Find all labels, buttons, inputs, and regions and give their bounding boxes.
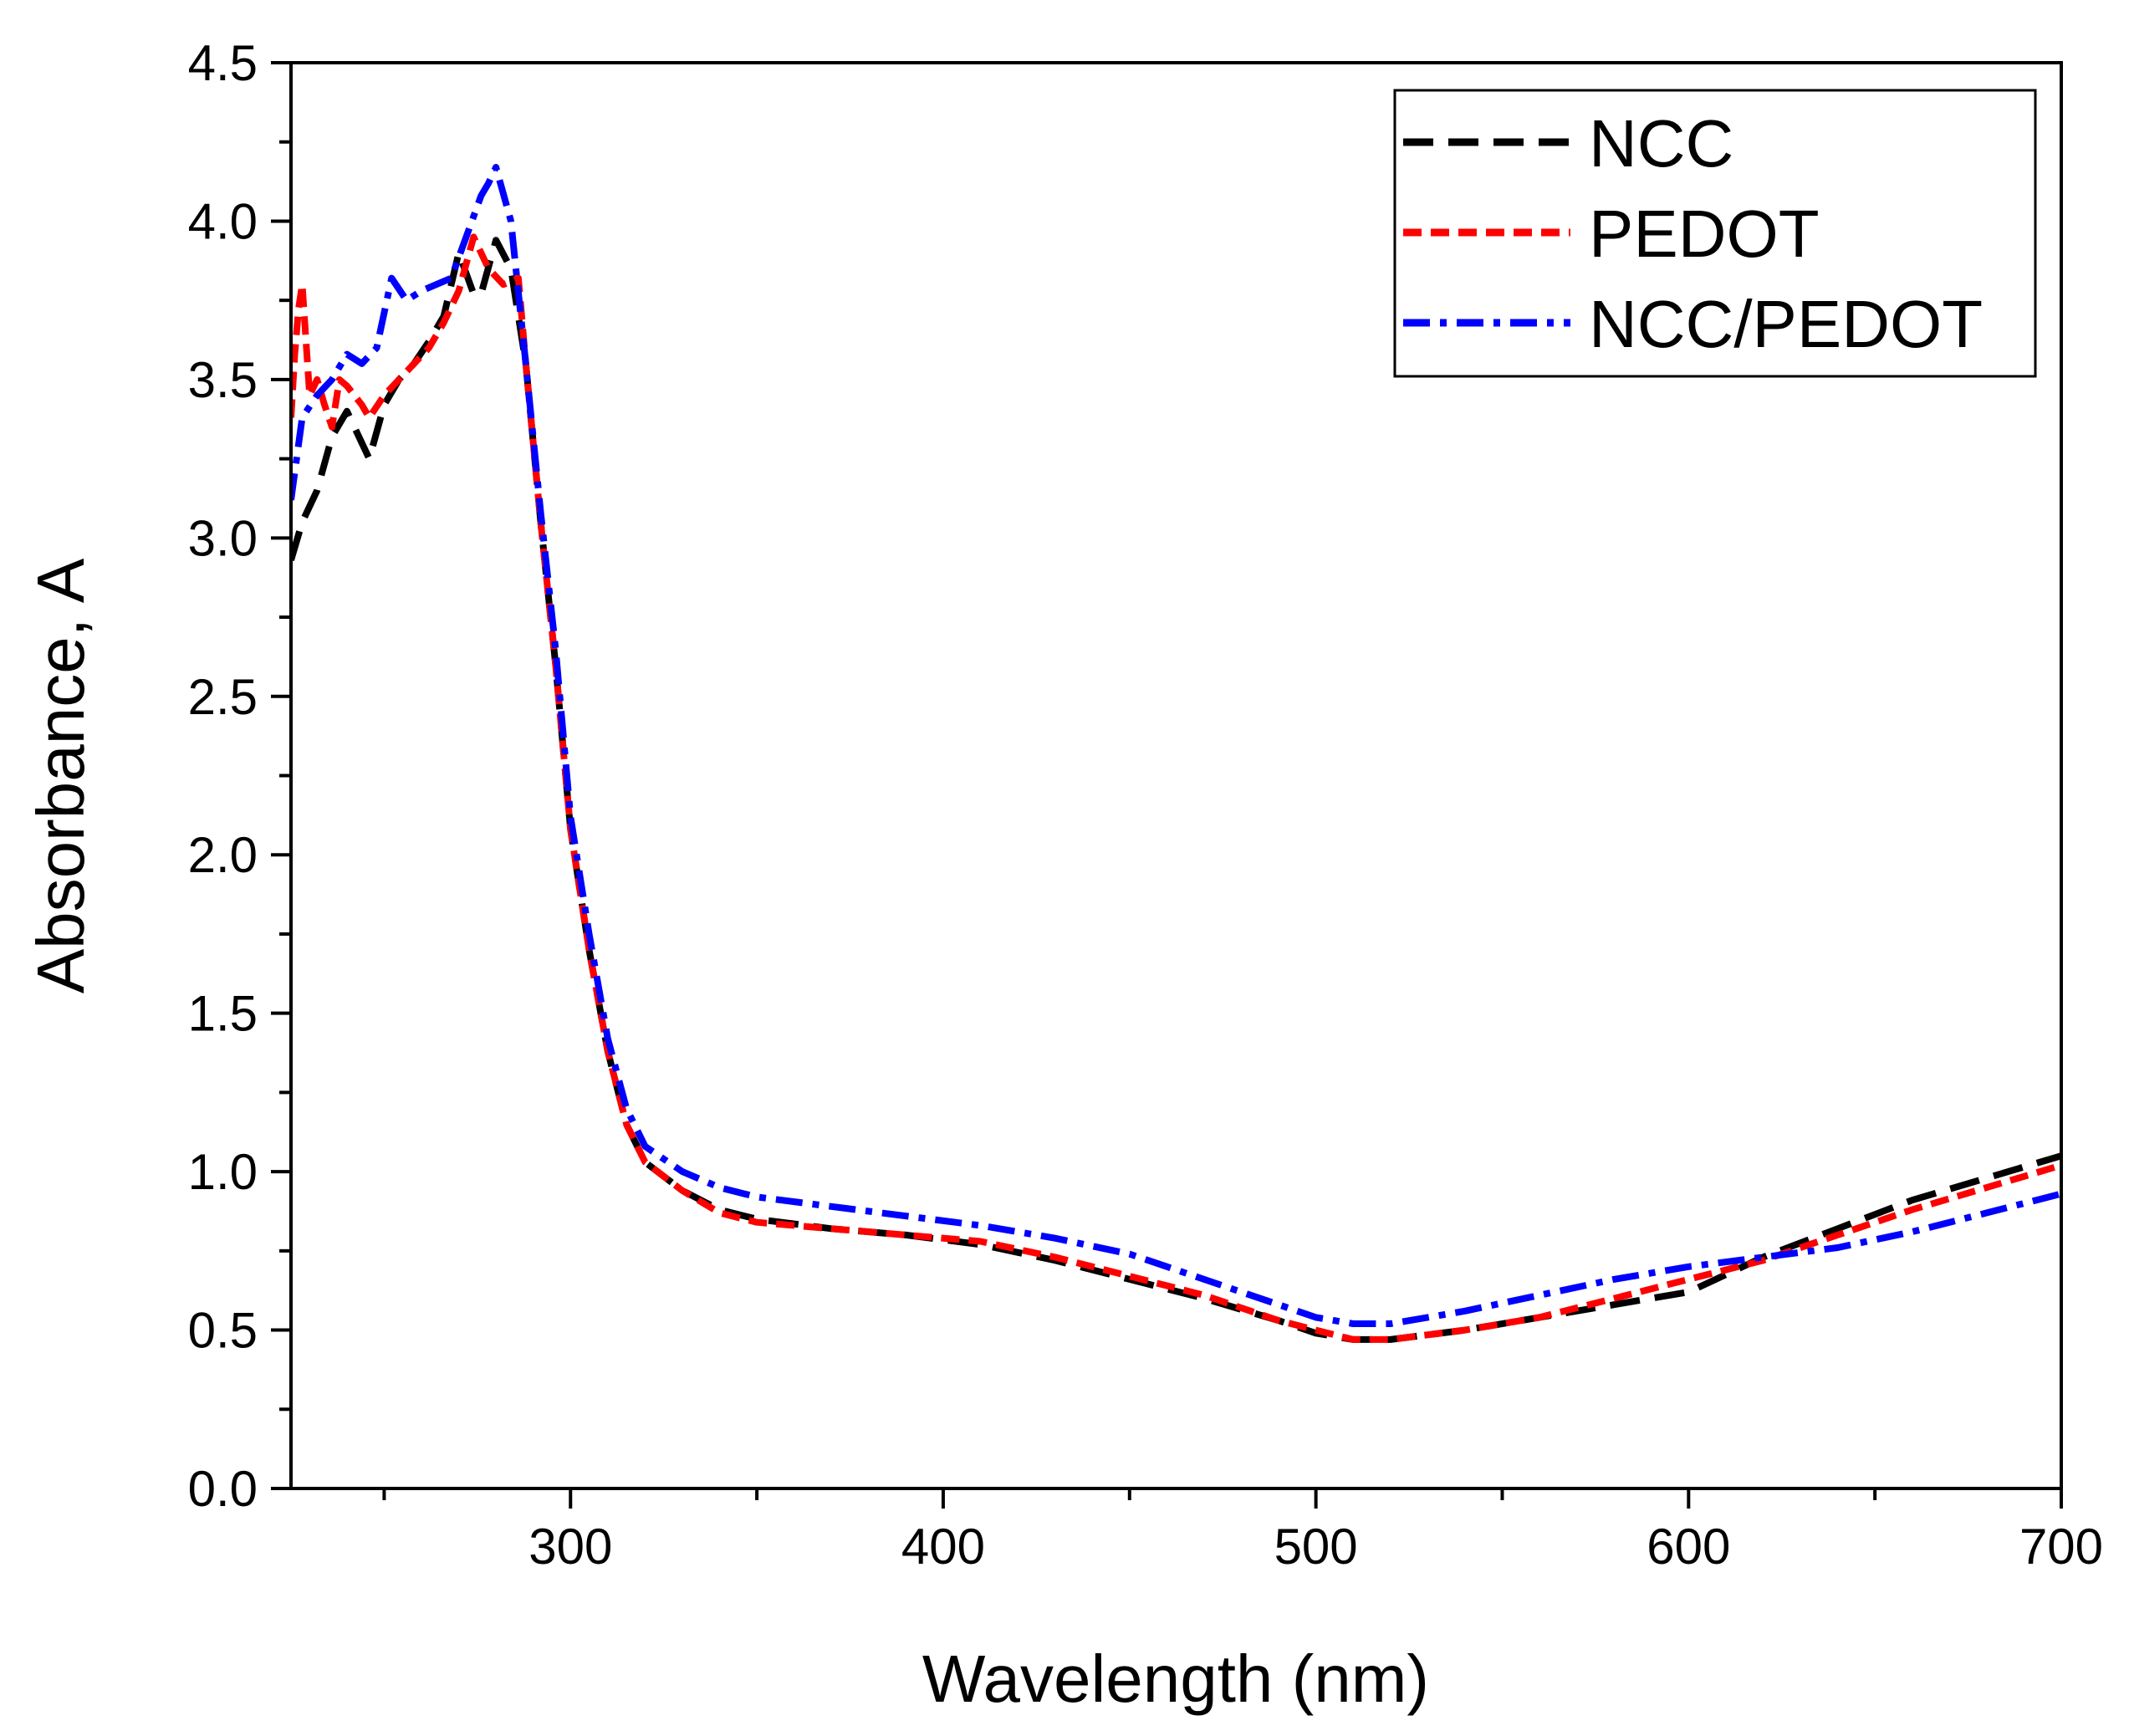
x-tick-label: 400 [901, 1519, 985, 1575]
legend-label: NCC/PEDOT [1589, 287, 1983, 361]
y-tick-label: 0.5 [188, 1303, 258, 1359]
x-tick-label: 700 [2019, 1519, 2103, 1575]
legend-label: NCC [1589, 106, 1733, 181]
x-tick-label: 300 [528, 1519, 612, 1575]
y-tick-label: 0.0 [188, 1461, 258, 1517]
legend-label: PEDOT [1589, 197, 1820, 271]
y-tick-label: 3.5 [188, 352, 258, 408]
series-layer [291, 164, 2061, 1343]
series-line-ncc-pedot [291, 164, 2061, 1327]
y-tick-label: 2.0 [188, 827, 258, 883]
ticks-layer: 300 400 500 600 700 0.0 0.5 1.0 1.5 2.0 2.5 3.0 3.5 4… [188, 35, 2103, 1575]
y-tick-label: 1.0 [188, 1144, 258, 1200]
y-tick-label: 4.5 [188, 35, 258, 91]
series-line-ncc [291, 237, 2061, 1343]
y-tick-label: 4.0 [188, 193, 258, 249]
series-line-pedot [291, 233, 2061, 1343]
x-tick-label: 600 [1647, 1519, 1730, 1575]
y-tick-label: 2.5 [188, 669, 258, 725]
y-tick-label: 1.5 [188, 986, 258, 1042]
legend: NCC PEDOT NCC/PEDOT [1393, 89, 2037, 378]
x-axis-title: Wavelength (nm) [922, 1642, 1429, 1716]
y-tick-label: 3.0 [188, 510, 258, 566]
x-tick-label: 500 [1274, 1519, 1358, 1575]
y-axis-title: Absorbance, A [23, 558, 98, 993]
